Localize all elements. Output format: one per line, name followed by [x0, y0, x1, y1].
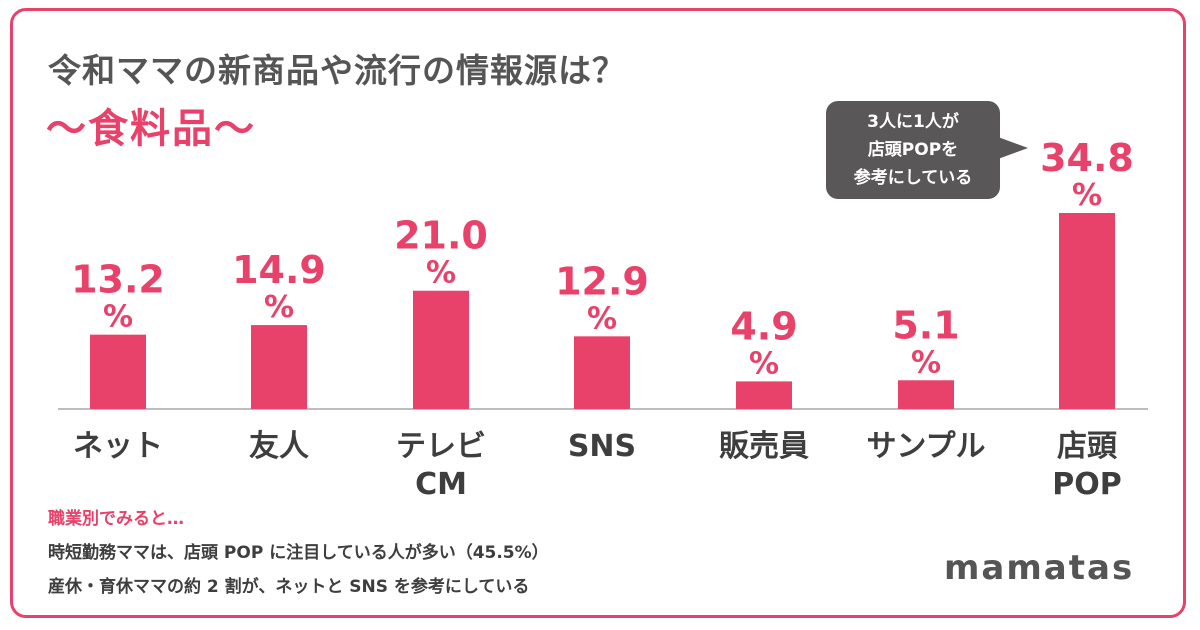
data-label-unit: %	[587, 301, 617, 336]
data-label: 5.1	[892, 303, 959, 347]
chart-subtitle: 〜食料品〜	[46, 106, 256, 152]
mamatas-logo: mamatas	[944, 548, 1135, 588]
data-label: 13.2	[71, 258, 165, 302]
note-line: 産休・育休ママの約 2 割が、ネットと SNS を参考にしている	[48, 577, 530, 597]
bar	[90, 334, 146, 409]
callout-line: 3人に1人が	[867, 112, 959, 132]
data-label: 12.9	[555, 259, 649, 303]
note-line: 時短勤務ママは、店頭 POP に注目している人が多い（45.5%）	[48, 543, 549, 563]
data-label: 34.8	[1040, 136, 1134, 180]
x-tick-label: 販売員	[719, 429, 809, 464]
data-label-unit: %	[749, 346, 779, 381]
bar	[1059, 213, 1115, 409]
x-tick-label: ネット	[73, 429, 163, 464]
callout-line: 店頭POPを	[867, 140, 959, 160]
bar	[251, 325, 307, 409]
data-label-unit: %	[103, 300, 133, 335]
x-tick-label: サンプル	[866, 429, 985, 464]
x-tick-label: POP	[1052, 467, 1121, 502]
x-tick-label: CM	[415, 467, 467, 502]
bar	[898, 380, 954, 409]
bar	[413, 290, 469, 409]
data-label-unit: %	[911, 345, 941, 380]
bar	[574, 336, 630, 409]
x-tick-label: SNS	[568, 429, 636, 464]
bar	[736, 381, 792, 409]
notes-heading: 職業別でみると…	[48, 509, 184, 529]
x-tick-label: 店頭	[1057, 429, 1118, 464]
data-label: 21.0	[394, 214, 488, 258]
data-label-unit: %	[426, 256, 456, 291]
callout-line: 参考にしている	[853, 168, 973, 188]
data-label: 4.9	[730, 304, 797, 348]
data-label-unit: %	[1072, 178, 1102, 213]
data-label-unit: %	[264, 290, 294, 325]
x-tick-label: テレビ	[396, 429, 486, 464]
chart-title: 令和ママの新商品や流行の情報源は？	[48, 51, 626, 90]
callout-bubble: 3人に1人が 店頭POPを 参考にしている	[826, 101, 1028, 199]
x-tick-label: 友人	[249, 429, 309, 464]
data-label: 14.9	[232, 248, 326, 292]
notes-section: 職業別でみると… 時短勤務ママは、店頭 POP に注目している人が多い（45.5…	[48, 504, 549, 597]
card-frame	[10, 8, 1186, 618]
